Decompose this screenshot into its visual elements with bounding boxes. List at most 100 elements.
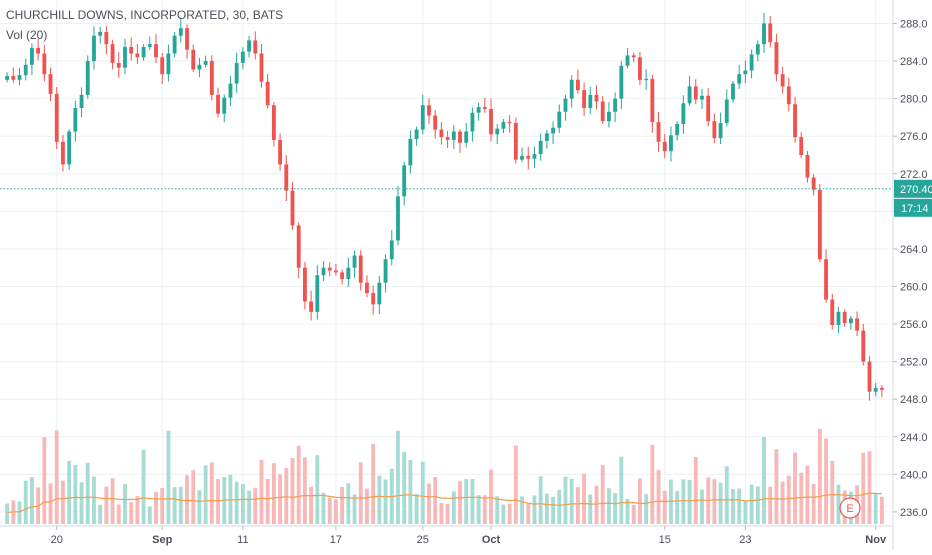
candle-body — [85, 61, 90, 95]
candle-body — [557, 111, 562, 128]
candle-body — [203, 61, 208, 65]
volume-bar — [836, 484, 841, 524]
candle-body — [507, 122, 512, 124]
volume-bar — [110, 478, 115, 524]
candle-body — [234, 62, 239, 84]
candle-body — [321, 267, 326, 276]
candle-body — [544, 133, 549, 141]
candle-body — [464, 131, 469, 143]
candle-body — [619, 65, 624, 99]
volume-bar — [408, 459, 413, 524]
candle-body — [867, 361, 872, 392]
candle-body — [700, 95, 704, 100]
candle-body — [749, 54, 754, 71]
countdown-badge — [894, 198, 932, 217]
candle-body — [67, 131, 72, 165]
volume-indicator-label[interactable]: Vol (20) — [6, 28, 48, 42]
volume-bar — [501, 504, 506, 524]
candle-body — [824, 259, 828, 300]
volume-bar — [700, 489, 704, 524]
candle-body — [489, 108, 493, 135]
volume-bar — [507, 503, 512, 524]
candle-body — [178, 28, 183, 36]
candle-body — [5, 76, 10, 80]
candle-body — [774, 42, 779, 75]
candle-body — [495, 128, 500, 135]
candle-body — [638, 57, 642, 80]
candle-body — [737, 74, 742, 84]
volume-bar — [141, 449, 146, 524]
earnings-marker[interactable]: E — [839, 497, 861, 519]
volume-bar — [644, 494, 649, 524]
time-tick-label: 11 — [237, 534, 248, 546]
volume-bar — [718, 482, 723, 524]
volume-bar — [234, 481, 239, 524]
candle-body — [718, 123, 723, 139]
candle-body — [414, 129, 419, 140]
candle-body — [681, 103, 686, 124]
volume-bar — [420, 461, 425, 524]
volume-bar — [172, 487, 177, 524]
candle-body — [551, 127, 555, 134]
time-tick-label: 23 — [739, 534, 751, 546]
candle-body — [135, 53, 140, 58]
candle-body — [278, 139, 283, 165]
volume-bar — [135, 496, 140, 524]
volume-bar — [160, 488, 165, 524]
volume-bar — [675, 490, 680, 524]
candle-body — [420, 105, 425, 130]
volume-bar — [371, 444, 376, 524]
volume-bar — [681, 479, 686, 524]
volume-bar — [433, 477, 438, 524]
candle-body — [48, 74, 53, 94]
candle-body — [793, 104, 797, 138]
candle-body — [197, 64, 202, 70]
volume-bar — [538, 476, 543, 524]
price-tick-label: 276.0 — [900, 131, 928, 143]
volume-bar — [743, 501, 748, 524]
volume-bar — [302, 457, 307, 524]
volume-bar — [315, 455, 320, 524]
volume-bar — [799, 472, 804, 524]
volume-bar — [265, 478, 270, 524]
candle-body — [687, 86, 692, 104]
last-price-badge — [894, 179, 932, 198]
candle-body — [501, 122, 506, 129]
candle-body — [23, 64, 28, 76]
candle-body — [879, 387, 884, 390]
volume-bar — [42, 437, 47, 524]
candle-body — [706, 95, 711, 122]
volume-bar — [98, 504, 103, 524]
candle-body — [290, 190, 295, 226]
chart-title[interactable]: CHURCHILL DOWNS, INCORPORATED, 30, BATS — [6, 8, 284, 22]
volume-bar — [29, 477, 34, 524]
earnings-marker-circle[interactable] — [839, 497, 861, 519]
volume-bar — [402, 451, 407, 524]
candle-body — [73, 108, 78, 132]
volume-bar — [731, 488, 735, 524]
time-axis[interactable]: 20 Sep 11 17 25 Oct 15 23 Nov — [0, 525, 893, 546]
price-tick-label: 252.0 — [900, 357, 928, 369]
volume-bar — [606, 488, 611, 524]
volume-bar — [557, 489, 562, 524]
candle-body — [315, 275, 320, 312]
volume-bar — [588, 494, 593, 524]
volume-bar — [774, 449, 779, 524]
candle-body — [842, 311, 847, 324]
volume-bar — [693, 457, 698, 524]
time-tick-label: 25 — [417, 534, 429, 546]
price-axis[interactable]: 236.0 240.0 244.0 248.0 252.0 256.0 260.0 264.0… — [892, 0, 932, 550]
volume-bar — [54, 430, 59, 524]
candle-body — [334, 270, 338, 273]
volume-bar — [377, 475, 382, 524]
candle-body — [309, 301, 314, 312]
candle-body — [172, 35, 177, 54]
volume-bar — [470, 478, 475, 524]
candle-body — [123, 46, 127, 68]
candle-body — [526, 155, 531, 159]
candle-body — [811, 177, 816, 190]
candle-body — [271, 105, 276, 140]
volume-bar — [154, 491, 158, 524]
